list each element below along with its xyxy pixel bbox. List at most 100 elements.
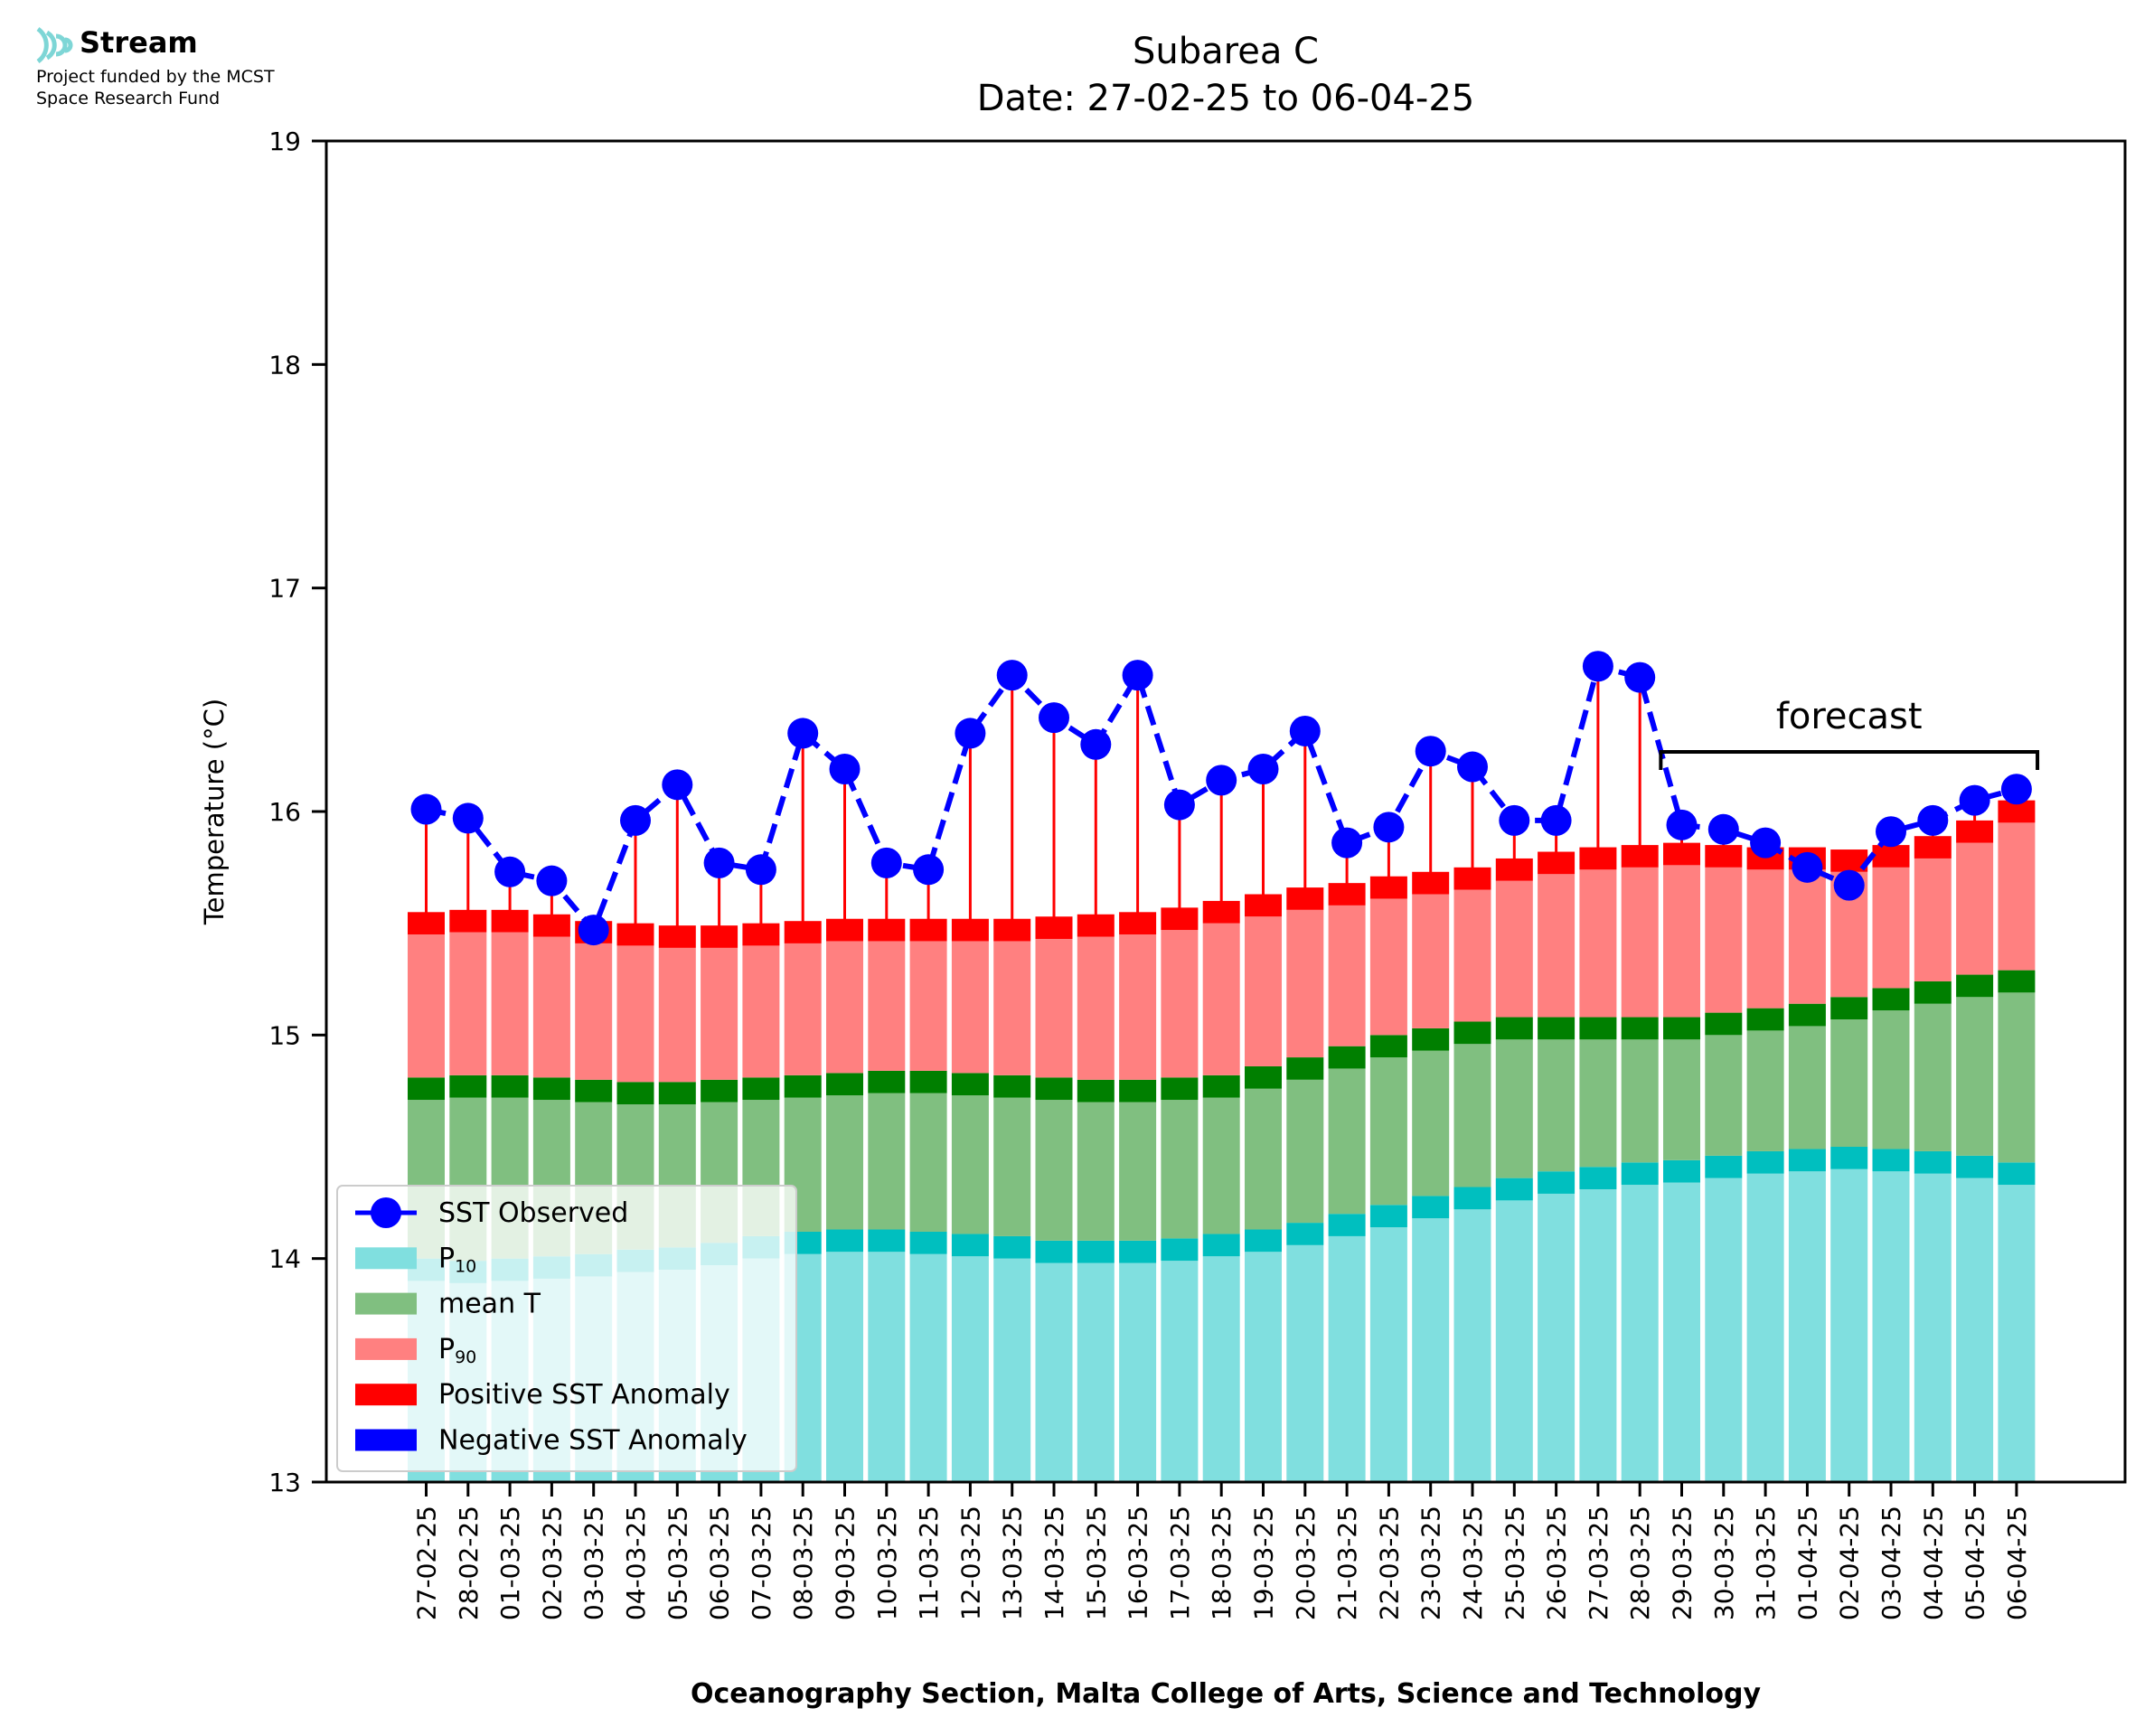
- bar-mean-band: [1202, 1074, 1240, 1098]
- x-tick-label: 23-03-25: [1416, 1506, 1446, 1620]
- logo-funding-line-1: Project funded by the MCST: [36, 67, 275, 87]
- logo-funding-line-2: Space Research Fund: [36, 89, 221, 108]
- bar-mean-band: [532, 1077, 570, 1101]
- bar-p90: [1746, 869, 1784, 1009]
- bar-mean-band: [784, 1074, 822, 1098]
- sst-observed-point: [1373, 812, 1405, 843]
- x-tick-label: 28-02-25: [454, 1506, 484, 1620]
- bar-mean-band: [1872, 988, 1910, 1011]
- bar-mean-band: [1621, 1017, 1659, 1040]
- bar-p90: [826, 941, 863, 1074]
- bar-p10-band: [1412, 1196, 1450, 1219]
- x-tick-label: 04-03-25: [621, 1506, 651, 1620]
- bar-mean-band: [742, 1077, 780, 1101]
- sst-observed-point: [1163, 789, 1195, 821]
- bar-p90: [1412, 894, 1450, 1028]
- bar-mean-band: [1914, 981, 1952, 1004]
- legend-label-sst-observed: SST Observed: [438, 1197, 628, 1229]
- sst-observed-point: [410, 793, 442, 825]
- bar-p90: [1369, 898, 1407, 1036]
- bar-mean-band: [1453, 1021, 1491, 1045]
- bar-p10: [909, 1253, 947, 1482]
- sst-observed-point: [1415, 736, 1446, 767]
- x-tick-label: 03-04-25: [1877, 1506, 1906, 1620]
- sst-observed-point: [1080, 728, 1112, 760]
- x-tick-label: 02-03-25: [537, 1506, 567, 1620]
- y-tick-label: 17: [268, 574, 301, 604]
- bar-p10: [1621, 1185, 1659, 1482]
- sst-observed-point: [1540, 804, 1572, 836]
- bar-mean-band: [1956, 974, 1994, 998]
- bar-mean: [909, 1093, 947, 1232]
- bar-p10: [1369, 1227, 1407, 1482]
- legend-marker-sst-point: [371, 1197, 401, 1228]
- bar-p90: [1621, 867, 1659, 1018]
- sst-observed-point: [1750, 827, 1782, 859]
- bar-p10-band: [1161, 1238, 1199, 1262]
- bar-mean: [951, 1095, 989, 1234]
- x-axis-label: Oceanography Section, Malta College of A…: [691, 1678, 1762, 1710]
- bar-p10: [1453, 1209, 1491, 1482]
- bar-mean: [1328, 1068, 1366, 1215]
- bar-mean: [1202, 1097, 1240, 1234]
- bar-p90: [658, 947, 696, 1083]
- bar-p10-band: [868, 1229, 906, 1253]
- bar-mean-band: [1245, 1065, 1282, 1089]
- sst-observed-point: [913, 854, 945, 886]
- legend-swatch-positive-sst-anomaly: [355, 1384, 417, 1406]
- bar-p90: [1495, 880, 1533, 1018]
- bar-p10: [1412, 1218, 1450, 1482]
- bar-mean: [1914, 1003, 1952, 1151]
- x-tick-label: 11-03-25: [914, 1506, 944, 1620]
- bar-mean: [826, 1095, 863, 1230]
- sst-observed-point: [1206, 765, 1237, 796]
- bar-p10: [1328, 1235, 1366, 1482]
- legend-swatch-negative-sst-anomaly: [355, 1429, 417, 1451]
- bar-p10: [993, 1258, 1031, 1482]
- sst-observed-point: [1457, 751, 1488, 783]
- bar-mean-band: [575, 1079, 613, 1103]
- bar-mean: [1538, 1039, 1576, 1172]
- bar-p90: [491, 932, 529, 1075]
- x-tick-label: 01-03-25: [495, 1506, 525, 1620]
- x-tick-label: 07-03-25: [747, 1506, 776, 1620]
- bar-p10-band: [1328, 1214, 1366, 1236]
- bar-p90: [1119, 934, 1157, 1080]
- bar-mean: [868, 1093, 906, 1230]
- bar-mean-band: [408, 1077, 445, 1101]
- x-tick-label: 14-03-25: [1039, 1506, 1069, 1620]
- bar-p90: [784, 943, 822, 1075]
- bar-p90: [951, 941, 989, 1074]
- sst-observed-point: [1792, 851, 1823, 883]
- sst-observed-point: [745, 854, 776, 886]
- bar-p10-band: [1538, 1171, 1576, 1194]
- sst-observed-point: [1122, 660, 1153, 691]
- bar-p10-band: [1663, 1159, 1700, 1183]
- bar-mean: [993, 1097, 1031, 1236]
- bar-mean-band: [909, 1070, 947, 1093]
- bar-p10-band: [1914, 1150, 1952, 1174]
- bar-p90: [408, 934, 445, 1078]
- bar-mean: [1663, 1039, 1700, 1160]
- sst-observed-point: [1959, 784, 1990, 816]
- bar-p10: [1119, 1262, 1157, 1482]
- bar-mean-band: [1369, 1035, 1407, 1058]
- bar-p10-band: [1579, 1167, 1617, 1189]
- sst-observed-point: [829, 754, 861, 785]
- bar-mean: [1286, 1079, 1324, 1224]
- legend-swatch-p90: [355, 1337, 417, 1360]
- sst-observed-point: [662, 769, 693, 801]
- bar-p90: [1328, 905, 1366, 1046]
- x-tick-label: 05-03-25: [663, 1506, 692, 1620]
- bar-p10-band: [1245, 1229, 1282, 1253]
- sst-observed-point: [578, 915, 609, 946]
- x-tick-label: 04-04-25: [1918, 1506, 1948, 1620]
- sst-observed-point: [703, 847, 735, 878]
- bar-mean-band: [701, 1079, 738, 1103]
- y-tick-label: 15: [268, 1020, 301, 1050]
- bar-p90: [1663, 865, 1700, 1018]
- bar-p90: [1914, 858, 1952, 981]
- bar-p90: [1161, 930, 1199, 1078]
- x-tick-label: 10-03-25: [872, 1506, 902, 1620]
- bar-p90: [868, 941, 906, 1071]
